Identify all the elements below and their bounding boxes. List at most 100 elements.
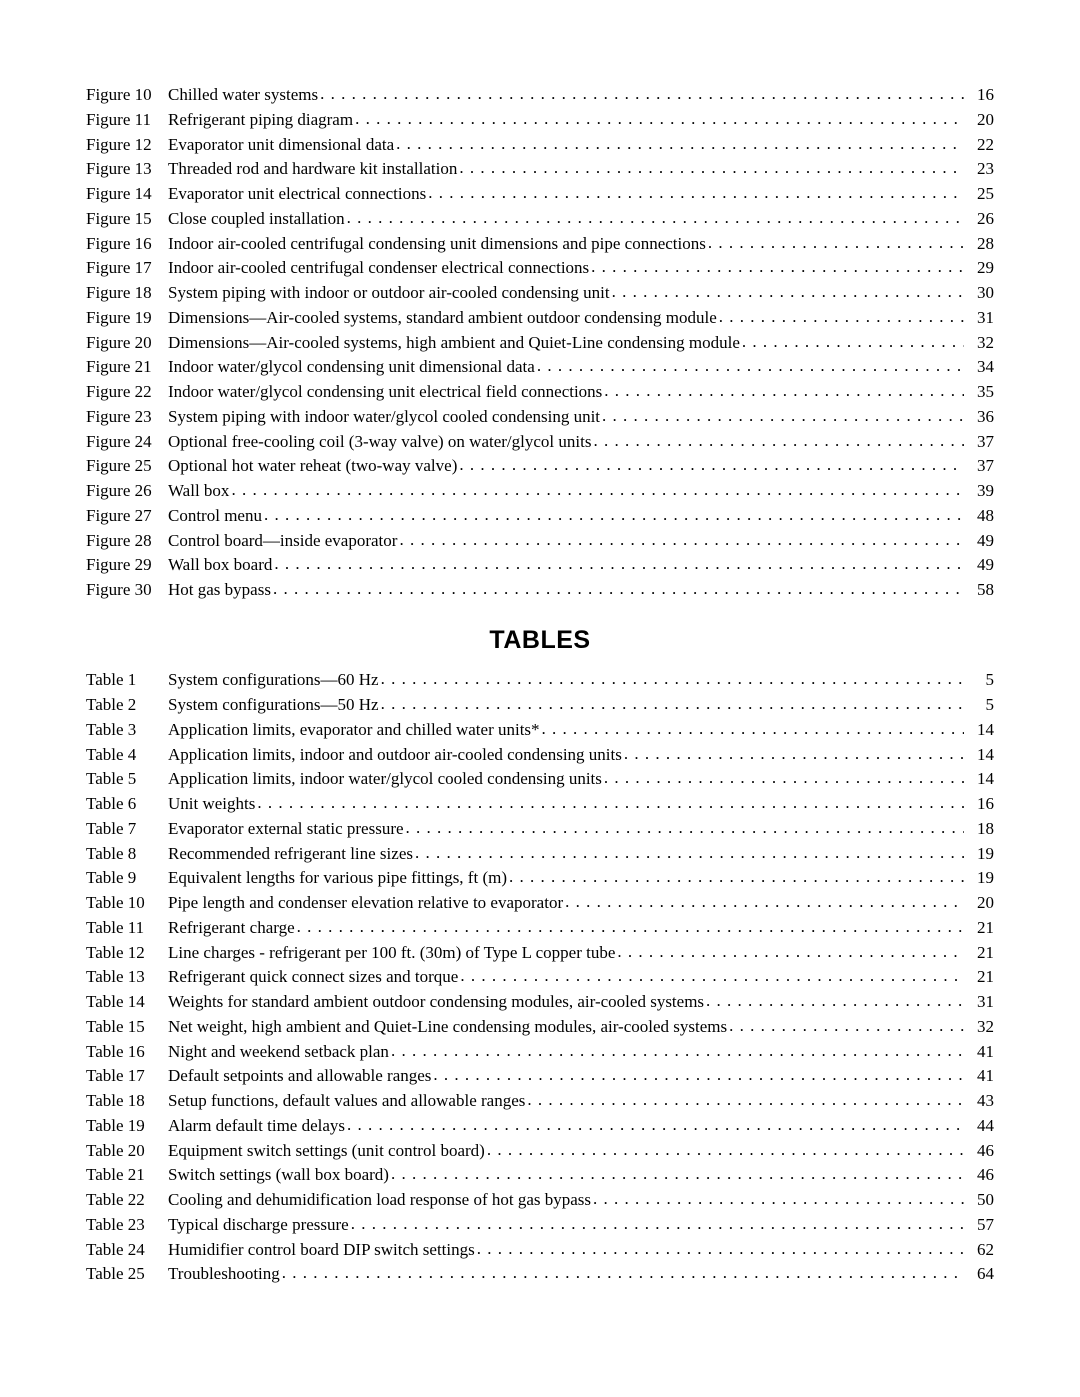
toc-row: Table 1System configurations—60 Hz5 <box>86 669 994 690</box>
toc-leader-dots <box>593 430 964 451</box>
toc-leader-dots <box>602 405 964 426</box>
tables-heading: TABLES <box>86 626 994 655</box>
toc-page: 58 <box>964 579 994 600</box>
toc-title: Setup functions, default values and allo… <box>168 1090 527 1111</box>
toc-leader-dots <box>537 355 964 376</box>
toc-label: Table 8 <box>86 843 168 864</box>
toc-label: Table 6 <box>86 793 168 814</box>
toc-row: Table 16Night and weekend setback plan41 <box>86 1041 994 1062</box>
toc-label: Figure 20 <box>86 332 168 353</box>
toc-page: 22 <box>964 134 994 155</box>
toc-title: Control menu <box>168 505 264 526</box>
toc-row: Table 21Switch settings (wall box board)… <box>86 1164 994 1185</box>
toc-page: 16 <box>964 84 994 105</box>
toc-title: Default setpoints and allowable ranges <box>168 1065 433 1086</box>
toc-page: 31 <box>964 991 994 1012</box>
toc-leader-dots <box>459 454 964 475</box>
toc-title: Close coupled installation <box>168 208 347 229</box>
toc-label: Table 22 <box>86 1189 168 1210</box>
toc-leader-dots <box>719 306 964 327</box>
toc-label: Figure 17 <box>86 257 168 278</box>
toc-label: Table 16 <box>86 1041 168 1062</box>
toc-row: Figure 12Evaporator unit dimensional dat… <box>86 134 994 155</box>
toc-leader-dots <box>459 157 964 178</box>
toc-page: 32 <box>964 332 994 353</box>
toc-title: Humidifier control board DIP switch sett… <box>168 1239 477 1260</box>
toc-label: Table 7 <box>86 818 168 839</box>
toc-row: Figure 28Control board—inside evaporator… <box>86 530 994 551</box>
toc-title: Recommended refrigerant line sizes <box>168 843 415 864</box>
toc-page: 14 <box>964 768 994 789</box>
toc-leader-dots <box>297 916 964 937</box>
toc-page: 30 <box>964 282 994 303</box>
toc-leader-dots <box>565 891 964 912</box>
toc-page: 20 <box>964 892 994 913</box>
toc-title: System configurations—50 Hz <box>168 694 381 715</box>
toc-leader-dots <box>264 504 964 525</box>
toc-leader-dots <box>509 866 964 887</box>
toc-leader-dots <box>742 331 964 352</box>
toc-page: 43 <box>964 1090 994 1111</box>
toc-leader-dots <box>487 1139 964 1160</box>
toc-row: Table 11Refrigerant charge 21 <box>86 917 994 938</box>
toc-page: 46 <box>964 1164 994 1185</box>
toc-leader-dots <box>477 1238 964 1259</box>
toc-title: Dimensions—Air-cooled systems, standard … <box>168 307 719 328</box>
toc-row: Table 22Cooling and dehumidification loa… <box>86 1189 994 1210</box>
toc-leader-dots <box>399 529 964 550</box>
toc-row: Table 17Default setpoints and allowable … <box>86 1065 994 1086</box>
toc-title: Troubleshooting <box>168 1263 282 1284</box>
toc-row: Table 6Unit weights 16 <box>86 793 994 814</box>
toc-title: Wall box <box>168 480 231 501</box>
toc-page: 62 <box>964 1239 994 1260</box>
toc-label: Table 19 <box>86 1115 168 1136</box>
toc-title: Equipment switch settings (unit control … <box>168 1140 487 1161</box>
toc-label: Figure 12 <box>86 134 168 155</box>
toc-row: Figure 10Chilled water systems 16 <box>86 84 994 105</box>
toc-label: Figure 21 <box>86 356 168 377</box>
toc-page: 37 <box>964 431 994 452</box>
toc-leader-dots <box>604 767 964 788</box>
toc-label: Table 23 <box>86 1214 168 1235</box>
toc-row: Figure 17Indoor air-cooled centrifugal c… <box>86 257 994 278</box>
toc-label: Figure 10 <box>86 84 168 105</box>
toc-row: Figure 19Dimensions—Air-cooled systems, … <box>86 307 994 328</box>
toc-row: Table 9Equivalent lengths for various pi… <box>86 867 994 888</box>
toc-title: Equivalent lengths for various pipe fitt… <box>168 867 509 888</box>
toc-leader-dots <box>708 232 964 253</box>
toc-title: Dimensions—Air-cooled systems, high ambi… <box>168 332 742 353</box>
toc-label: Figure 18 <box>86 282 168 303</box>
toc-row: Table 13Refrigerant quick connect sizes … <box>86 966 994 987</box>
toc-title: System piping with indoor or outdoor air… <box>168 282 612 303</box>
toc-row: Table 20Equipment switch settings (unit … <box>86 1140 994 1161</box>
toc-title: Switch settings (wall box board) <box>168 1164 391 1185</box>
toc-leader-dots <box>355 108 964 129</box>
toc-label: Table 14 <box>86 991 168 1012</box>
toc-title: Chilled water systems <box>168 84 320 105</box>
toc-leader-dots <box>391 1040 964 1061</box>
toc-label: Figure 30 <box>86 579 168 600</box>
toc-label: Table 17 <box>86 1065 168 1086</box>
toc-row: Table 18Setup functions, default values … <box>86 1090 994 1111</box>
toc-row: Table 25Troubleshooting64 <box>86 1263 994 1284</box>
toc-leader-dots <box>406 817 964 838</box>
toc-label: Figure 23 <box>86 406 168 427</box>
toc-page: 44 <box>964 1115 994 1136</box>
toc-row: Figure 25Optional hot water reheat (two-… <box>86 455 994 476</box>
toc-page: 46 <box>964 1140 994 1161</box>
toc-leader-dots <box>428 182 964 203</box>
toc-row: Figure 14Evaporator unit electrical conn… <box>86 183 994 204</box>
toc-title: Indoor air-cooled centrifugal condenser … <box>168 257 591 278</box>
toc-row: Table 23Typical discharge pressure57 <box>86 1214 994 1235</box>
toc-row: Table 12Line charges - refrigerant per 1… <box>86 942 994 963</box>
toc-label: Table 12 <box>86 942 168 963</box>
toc-label: Table 21 <box>86 1164 168 1185</box>
toc-row: Figure 27Control menu48 <box>86 505 994 526</box>
toc-title: Control board—inside evaporator <box>168 530 399 551</box>
toc-leader-dots <box>617 941 964 962</box>
toc-page: 35 <box>964 381 994 402</box>
toc-leader-dots <box>381 668 964 689</box>
toc-leader-dots <box>527 1089 964 1110</box>
toc-label: Table 18 <box>86 1090 168 1111</box>
toc-title: Hot gas bypass <box>168 579 273 600</box>
